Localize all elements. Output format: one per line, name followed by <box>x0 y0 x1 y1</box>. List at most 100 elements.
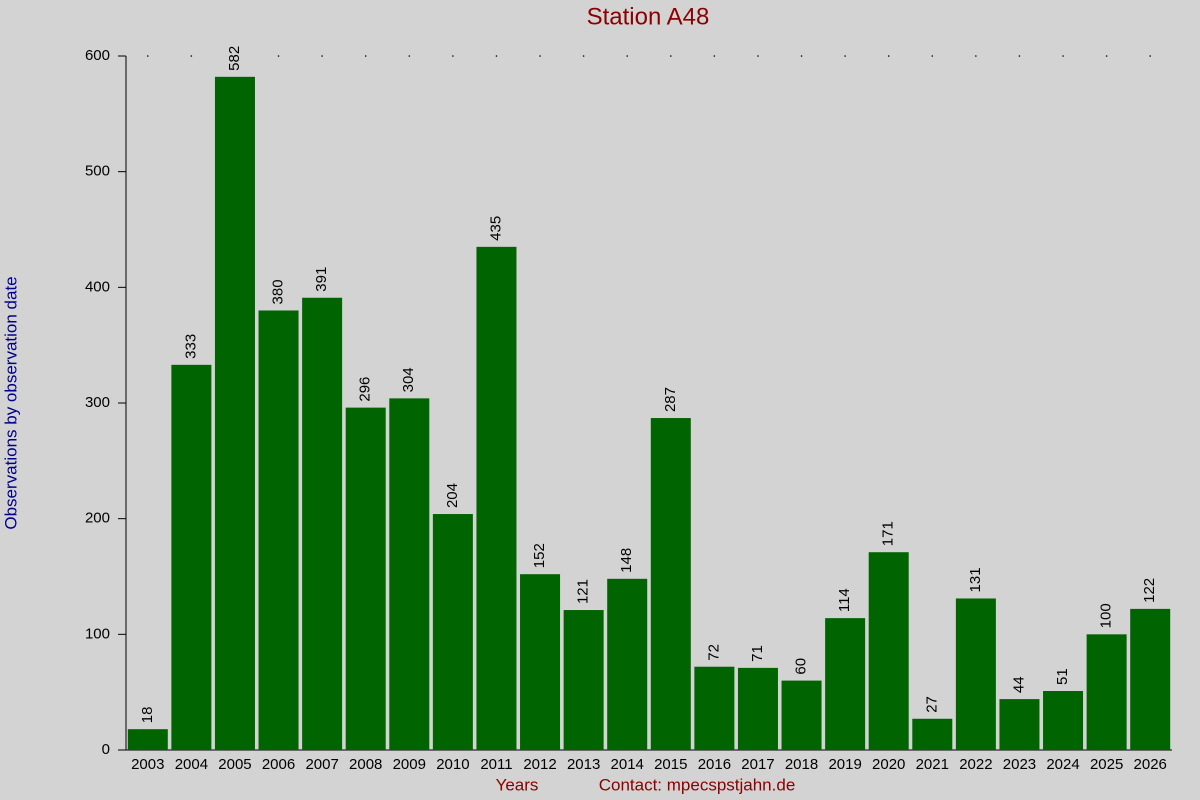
x-tick-label: 2003 <box>131 756 164 773</box>
x-tick-label: 2007 <box>305 756 338 773</box>
contact: Contact: mpecspstjahn.de <box>599 775 796 794</box>
x-tick-label: 2021 <box>916 756 949 773</box>
x-tick-label: 2020 <box>872 756 905 773</box>
y-tick-label: 400 <box>85 278 110 295</box>
top-dot <box>364 55 367 57</box>
bar <box>912 718 953 750</box>
top-dot <box>1018 55 1021 57</box>
bar <box>694 666 735 750</box>
y-tick-label: 200 <box>85 510 110 527</box>
bar <box>999 699 1040 750</box>
bar <box>955 598 996 750</box>
value-label: 391 <box>313 267 330 292</box>
chart-title: Station A48 <box>587 3 710 30</box>
value-label: 121 <box>575 579 592 604</box>
x-tick-label: 2018 <box>785 756 818 773</box>
value-label: 72 <box>705 644 722 661</box>
top-dot <box>887 55 890 57</box>
x-tick-label: 2005 <box>218 756 251 773</box>
value-label: 380 <box>270 279 287 304</box>
x-tick-label: 2006 <box>262 756 295 773</box>
value-label: 51 <box>1054 668 1071 685</box>
bar <box>825 618 866 750</box>
bar <box>476 246 517 750</box>
value-label: 296 <box>357 377 374 402</box>
x-tick-label: 2016 <box>698 756 731 773</box>
bar <box>1086 634 1127 750</box>
x-tick-label: 2013 <box>567 756 600 773</box>
x-tick-label: 2011 <box>480 756 512 773</box>
bar <box>127 729 168 750</box>
bar <box>171 364 212 750</box>
x-tick-label: 2025 <box>1090 756 1123 773</box>
bar <box>1130 608 1171 750</box>
top-dot <box>713 55 716 57</box>
x-tick-label: 2010 <box>436 756 469 773</box>
x-tick-label: 2008 <box>349 756 382 773</box>
bar <box>258 310 299 750</box>
x-tick-label: 2015 <box>654 756 687 773</box>
value-label: 114 <box>836 588 853 612</box>
top-dot <box>190 55 193 57</box>
value-label: 287 <box>662 387 679 412</box>
x-tick-label: 2023 <box>1003 756 1036 773</box>
top-dot <box>800 55 803 57</box>
bar <box>607 578 648 750</box>
value-label: 148 <box>618 548 635 573</box>
value-label: 304 <box>400 367 417 392</box>
top-dot <box>582 55 585 57</box>
value-label: 100 <box>1098 603 1115 628</box>
bar <box>432 514 473 750</box>
bar <box>302 297 343 750</box>
x-tick-label: 2012 <box>523 756 556 773</box>
value-label: 204 <box>444 483 461 508</box>
x-tick-label: 2019 <box>828 756 861 773</box>
value-label: 122 <box>1141 578 1158 603</box>
y-tick-label: 300 <box>85 394 110 411</box>
x-tick-label: 2024 <box>1046 756 1079 773</box>
value-label: 131 <box>967 567 984 592</box>
bar <box>1043 691 1084 750</box>
top-dot <box>277 55 280 57</box>
bar <box>650 418 691 750</box>
bar <box>737 667 778 750</box>
y-tick-label: 500 <box>85 163 110 180</box>
value-label: 333 <box>182 334 199 359</box>
top-dot <box>146 55 149 57</box>
bar <box>520 574 561 750</box>
top-dot <box>539 55 541 57</box>
top-dot <box>408 55 411 57</box>
value-label: 71 <box>749 645 766 662</box>
top-dot <box>1149 55 1152 57</box>
top-dot <box>452 55 454 57</box>
top-dot <box>495 55 498 57</box>
value-label: 44 <box>1010 676 1027 693</box>
top-dot <box>844 55 846 57</box>
y-tick-label: 0 <box>102 741 110 758</box>
top-dot <box>1105 55 1108 57</box>
top-dot <box>975 55 977 57</box>
bar <box>345 407 386 750</box>
y-axis-label: Observations by observation date <box>1 276 20 529</box>
top-dot <box>1062 55 1064 57</box>
x-tick-label: 2022 <box>959 756 992 773</box>
bar <box>563 610 604 750</box>
x-axis-label: Years <box>496 775 539 794</box>
top-dot <box>321 55 323 57</box>
x-tick-label: 2004 <box>175 756 208 773</box>
top-dot <box>234 55 236 57</box>
top-dot <box>626 55 629 57</box>
top-dot <box>669 55 672 57</box>
bar <box>781 680 822 750</box>
bar <box>868 552 909 750</box>
x-tick-label: 2026 <box>1134 756 1167 773</box>
value-label: 435 <box>487 216 504 241</box>
value-label: 171 <box>880 521 897 546</box>
bar <box>214 76 255 750</box>
bar <box>389 398 430 750</box>
top-dot <box>931 55 934 57</box>
top-dot <box>757 55 759 57</box>
y-tick-label: 100 <box>85 625 110 642</box>
value-label: 582 <box>226 46 243 71</box>
